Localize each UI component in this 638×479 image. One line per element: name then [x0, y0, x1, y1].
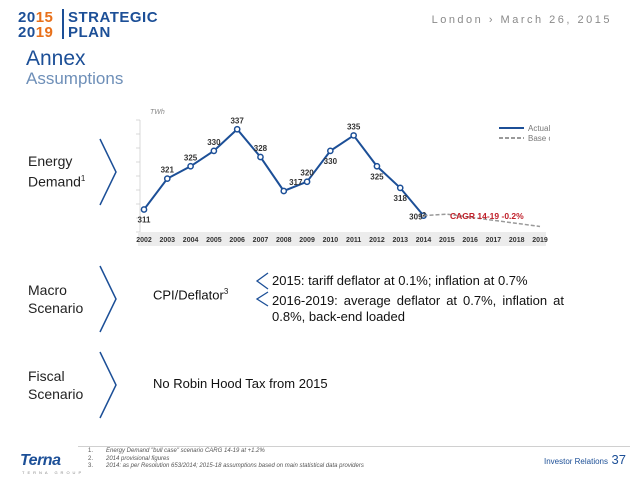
x-tick-label: 2003 [160, 237, 176, 244]
x-tick-label: 2006 [229, 237, 245, 244]
x-tick-label: 2011 [346, 237, 361, 244]
series-base-case-line [423, 213, 541, 228]
page-subtitle: Assumptions [26, 69, 124, 88]
x-tick-label: 2012 [369, 237, 385, 244]
x-axis: 2002 2003 2004 2005 2006 2007 2008 2009 2010 2011… [136, 232, 548, 246]
actual-point [303, 178, 311, 186]
actual-point [140, 206, 148, 213]
actual-point [396, 184, 404, 192]
actual-point [257, 153, 264, 161]
cpi-deflator-label: CPI/Deflator3 [153, 287, 229, 303]
data-label: 325 [184, 153, 198, 162]
x-tick-label: 2016 [462, 237, 478, 244]
chevron-right-icon [99, 138, 117, 206]
footer-divider [78, 446, 630, 447]
footnote-2: 2. 2014 provisional figures [88, 455, 170, 462]
chevron-right-icon [99, 265, 117, 333]
logo-year-top: 2015 [18, 9, 54, 26]
x-tick-label: 2005 [206, 237, 222, 244]
actual-point [350, 132, 357, 139]
actual-point [163, 175, 171, 182]
chart-legend: Actual Base case [499, 124, 550, 143]
logo-divider [62, 9, 64, 39]
energy-demand-chart: TWh 2002 2003 2004 2005 2006 2007 2008 2009 2010… [136, 109, 550, 246]
x-tick-label: 2007 [253, 237, 269, 244]
page-title: Annex [26, 47, 86, 70]
x-tick-label: 2014 [416, 237, 432, 244]
investor-relations-link[interactable]: Investor Relations [543, 457, 608, 466]
legend-base-label: Base case [528, 134, 550, 143]
chart-series [140, 125, 541, 228]
x-tick-label: 2013 [392, 237, 408, 244]
fiscal-label-line1: Fiscal [28, 368, 65, 384]
actual-point [280, 187, 288, 195]
actual-point [327, 147, 334, 155]
x-tick-label: 2015 [439, 237, 455, 244]
actual-point [373, 162, 381, 170]
fiscal-label-line2: Scenario [28, 386, 84, 402]
data-label: 325 [370, 172, 384, 181]
x-tick-label: 2004 [183, 237, 199, 244]
actual-point [233, 125, 241, 133]
x-tick-label: 2018 [509, 237, 525, 244]
x-tick-label: 2008 [276, 237, 292, 244]
macro-bullet-2016-2019: 2016-2019: average deflator at 0.7%, inf… [272, 293, 564, 324]
x-tick-label: 2009 [299, 237, 315, 244]
fiscal-text: No Robin Hood Tax from 2015 [153, 376, 328, 391]
chevron-right-icon [99, 351, 117, 419]
macro-label-line1: Macro [28, 282, 67, 298]
data-label: 328 [254, 144, 268, 153]
data-label: 320 [300, 169, 314, 178]
data-label: 318 [394, 194, 408, 203]
data-label: 3092 [409, 213, 426, 222]
macro-bullet-2015: 2015: tariff deflator at 0.1%; inflation… [272, 273, 528, 288]
fiscal-scenario-label: Fiscal Scenario [28, 367, 83, 403]
energy-demand-label: Energy Demand1 [28, 152, 85, 191]
logo-year-bottom: 2019 [18, 24, 54, 41]
bracket-arrows-icon [255, 272, 269, 307]
x-axis-band [138, 232, 546, 246]
data-label: 337 [230, 116, 244, 125]
legend-actual-label: Actual [528, 124, 550, 133]
footnotes: 1. Energy Demand "bull case" scenario CAR… [88, 448, 364, 471]
terna-logo: Terna [20, 452, 61, 469]
logo-word-top: STRATEGIC [68, 9, 159, 26]
macro-scenario-label: Macro Scenario [28, 281, 83, 317]
footnote-1: 1. Energy Demand "bull case" scenario CAR… [88, 448, 265, 454]
energy-label-line1: Energy [28, 153, 73, 169]
data-label-sup: 2 [423, 213, 427, 219]
data-label: 321 [161, 166, 175, 175]
data-label: 330 [324, 157, 338, 166]
actual-point [210, 147, 218, 155]
actual-point [187, 162, 194, 170]
x-tick-label: 2017 [486, 237, 502, 244]
chart-grid [136, 119, 141, 233]
energy-label-line2: Demand1 [28, 173, 86, 190]
page-number: 37 [611, 452, 626, 467]
data-label: 330 [207, 138, 221, 147]
macro-label-line2: Scenario [28, 300, 84, 316]
data-label: 311 [138, 215, 151, 224]
location-date: London › March 26, 2015 [431, 14, 612, 26]
data-label: 335 [347, 122, 361, 131]
y-axis-label: TWh [150, 109, 165, 116]
data-label: 317 [289, 178, 303, 187]
cagr-annotation: CAGR 14-19 -0.2% [450, 211, 524, 221]
x-tick-label: 2002 [136, 237, 152, 244]
x-tick-label: 2010 [323, 237, 339, 244]
logo-word-bottom: PLAN [68, 24, 111, 41]
terna-logo-subtitle: TERNA GROUP [22, 470, 85, 475]
footnote-3: 3. 2014: as per Resolution 653/2014; 2015… [88, 463, 364, 469]
x-tick-label: 2019 [532, 237, 548, 244]
